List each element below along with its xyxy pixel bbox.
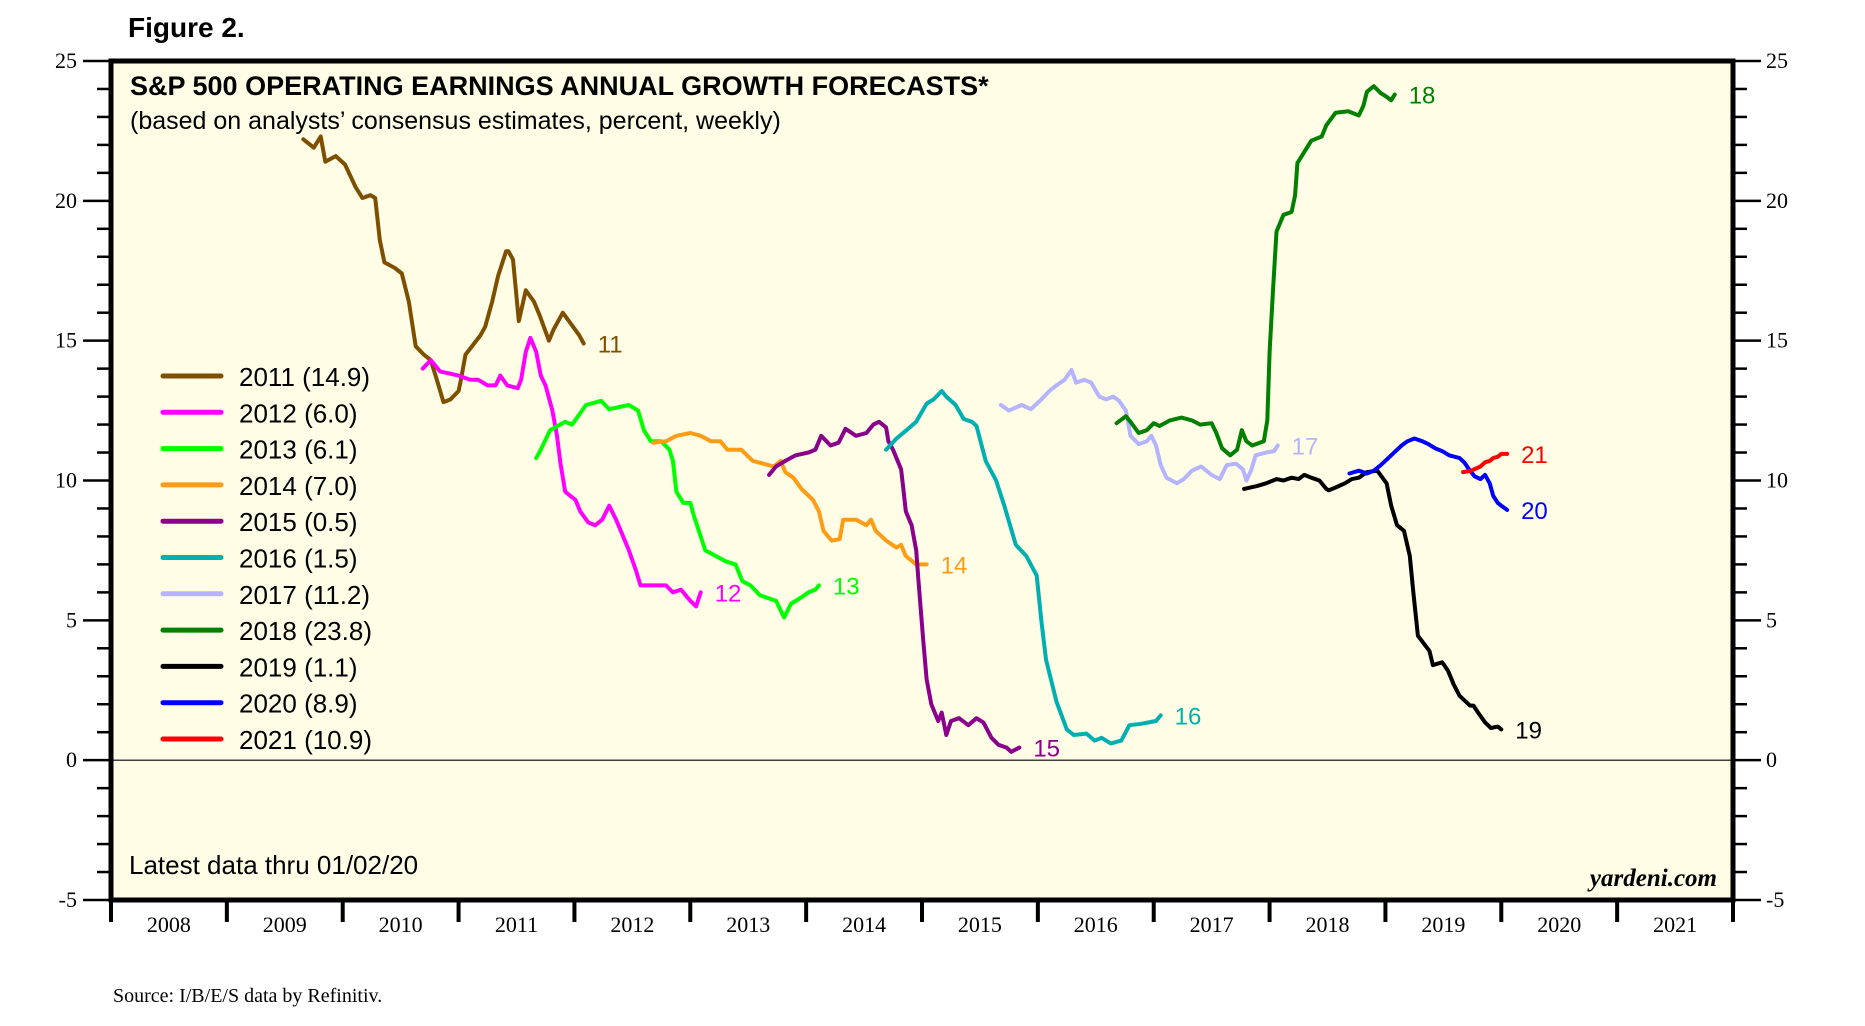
x-tick-label: 2009 xyxy=(263,912,307,937)
series-16: 16 xyxy=(884,389,1202,746)
y-tick-label-right: 25 xyxy=(1766,48,1788,73)
series-19: 19 xyxy=(1242,468,1542,744)
legend-item: 2020 (8.9) xyxy=(160,689,358,719)
series-12: 12 xyxy=(420,335,742,609)
series-end-label: 15 xyxy=(1033,736,1060,763)
legend-label: 2013 (6.1) xyxy=(239,435,358,465)
series-line xyxy=(884,389,1163,746)
series-end-label: 17 xyxy=(1292,434,1319,461)
legend-label: 2021 (10.9) xyxy=(239,725,372,755)
series-18: 18 xyxy=(1114,83,1436,458)
legend-label: 2011 (14.9) xyxy=(239,362,370,392)
y-tick-label-left: 10 xyxy=(55,468,77,493)
y-tick-label-right: 10 xyxy=(1766,468,1788,493)
series-layer: 11 12 13 14 15 16 17 18 19 20 21 xyxy=(301,83,1548,763)
x-tick-label: 2014 xyxy=(842,912,886,937)
legend-item: 2013 (6.1) xyxy=(160,435,358,465)
x-axis: 2008 2009 2010 2011 2012 2013 2014 2015 2016 2017… xyxy=(109,900,1735,937)
legend: 2011 (14.9) 2012 (6.0) 2013 (6.1) 2014 (7.0… xyxy=(160,362,372,755)
x-tick-label: 2011 xyxy=(495,912,538,937)
series-20: 20 xyxy=(1347,436,1548,525)
series-end-label: 21 xyxy=(1521,442,1548,469)
series-17: 17 xyxy=(998,368,1319,486)
y-tick-label-right: 5 xyxy=(1766,607,1777,632)
series-end-label: 18 xyxy=(1409,83,1436,110)
x-tick-label: 2010 xyxy=(379,912,423,937)
chart-title: S&P 500 OPERATING EARNINGS ANNUAL GROWTH… xyxy=(130,71,989,101)
legend-label: 2012 (6.0) xyxy=(239,398,358,428)
legend-label: 2020 (8.9) xyxy=(239,689,358,719)
series-13: 13 xyxy=(534,398,860,620)
y-tick-label-right: 0 xyxy=(1766,747,1777,772)
y-tick-label-left: 20 xyxy=(55,188,77,213)
chart-subtitle: (based on analysts’ consensus estimates,… xyxy=(130,107,781,135)
legend-item: 2021 (10.9) xyxy=(160,725,372,755)
legend-item: 2015 (0.5) xyxy=(160,507,358,537)
series-line xyxy=(301,134,586,405)
legend-item: 2011 (14.9) xyxy=(160,362,370,392)
y-tick-label-left: 5 xyxy=(66,607,77,632)
plot-border xyxy=(108,58,1736,903)
y-tick-label-left: -5 xyxy=(59,887,77,912)
series-line xyxy=(651,431,929,567)
series-end-label: 14 xyxy=(941,552,968,579)
x-tick-label: 2019 xyxy=(1421,912,1465,937)
legend-item: 2014 (7.0) xyxy=(160,471,358,501)
legend-item: 2012 (6.0) xyxy=(160,398,358,428)
x-tick-label: 2008 xyxy=(147,912,191,937)
legend-label: 2018 (23.8) xyxy=(239,616,372,646)
x-tick-label: 2018 xyxy=(1306,912,1350,937)
figure-label: Figure 2. xyxy=(128,12,245,43)
y-axis-right: -5 0 5 10 15 20 25 xyxy=(1733,48,1788,912)
series-line xyxy=(1347,436,1510,512)
legend-item: 2019 (1.1) xyxy=(160,652,358,682)
x-tick-label: 2016 xyxy=(1074,912,1118,937)
x-tick-label: 2020 xyxy=(1537,912,1581,937)
y-tick-label-left: 0 xyxy=(66,747,77,772)
series-line xyxy=(534,398,821,620)
series-end-label: 12 xyxy=(715,580,742,607)
x-tick-label: 2017 xyxy=(1190,912,1234,937)
legend-label: 2014 (7.0) xyxy=(239,471,358,501)
legend-label: 2017 (11.2) xyxy=(239,580,370,610)
y-tick-label-left: 15 xyxy=(55,328,77,353)
x-tick-label: 2021 xyxy=(1653,912,1697,937)
latest-data-note: Latest data thru 01/02/20 xyxy=(129,850,418,880)
y-axis-left: -5 0 5 10 15 20 25 xyxy=(55,48,111,912)
series-line xyxy=(998,368,1280,486)
y-tick-label-right: -5 xyxy=(1766,887,1784,912)
series-14: 14 xyxy=(651,431,968,579)
source-note: Source: I/B/E/S data by Refinitiv. xyxy=(113,985,383,1007)
series-line xyxy=(1461,451,1510,475)
legend-item: 2016 (1.5) xyxy=(160,544,358,574)
series-end-label: 20 xyxy=(1521,498,1548,525)
series-line xyxy=(1242,468,1504,732)
series-end-label: 16 xyxy=(1175,703,1202,730)
series-end-label: 11 xyxy=(598,331,623,358)
series-15: 15 xyxy=(767,419,1060,763)
y-tick-label-right: 20 xyxy=(1766,188,1788,213)
legend-label: 2015 (0.5) xyxy=(239,507,358,537)
y-tick-label-right: 15 xyxy=(1766,328,1788,353)
series-line xyxy=(1114,84,1397,458)
legend-item: 2018 (23.8) xyxy=(160,616,372,646)
x-tick-label: 2015 xyxy=(958,912,1002,937)
legend-item: 2017 (11.2) xyxy=(160,580,370,610)
legend-label: 2019 (1.1) xyxy=(239,652,358,682)
y-tick-label-left: 25 xyxy=(55,48,77,73)
x-tick-label: 2013 xyxy=(726,912,770,937)
series-end-label: 19 xyxy=(1515,717,1542,744)
series-21: 21 xyxy=(1461,442,1548,475)
series-11: 11 xyxy=(301,134,623,405)
series-line xyxy=(767,419,1022,754)
legend-label: 2016 (1.5) xyxy=(239,544,358,574)
x-tick-label: 2012 xyxy=(610,912,654,937)
series-line xyxy=(420,335,703,609)
brand-watermark: yardeni.com xyxy=(1587,865,1717,892)
series-end-label: 13 xyxy=(833,573,860,600)
